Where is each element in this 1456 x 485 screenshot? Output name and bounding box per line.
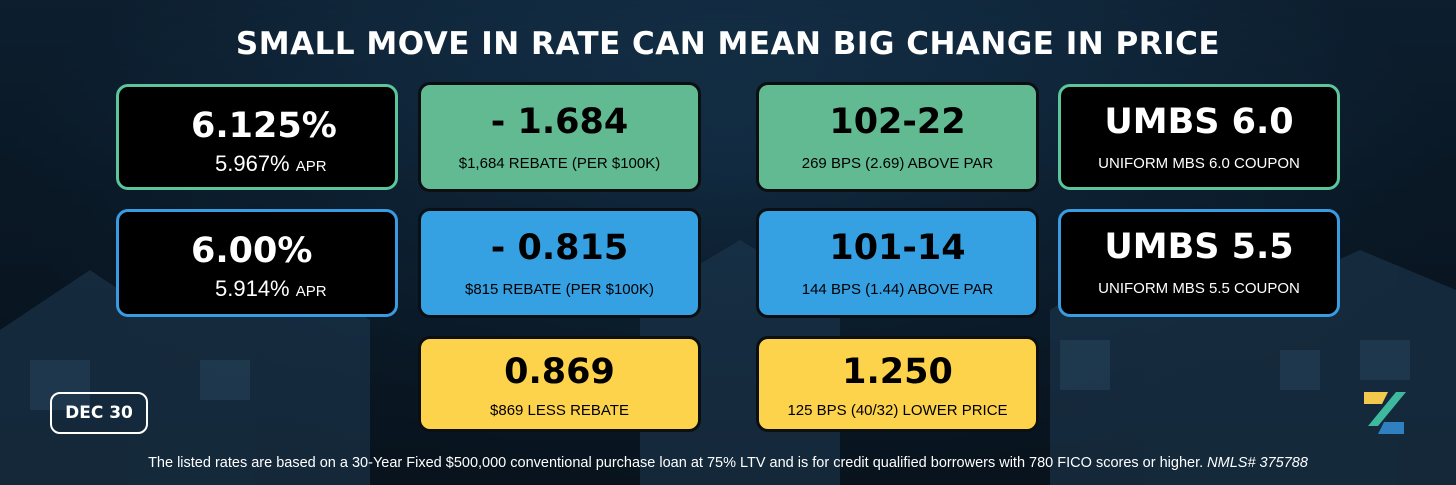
price-difference-value: 1.250 xyxy=(842,352,953,392)
rebate-value: - 1.684 xyxy=(490,102,629,142)
coupon-desc: UNIFORM MBS 6.0 COUPON xyxy=(1098,155,1300,172)
rebate-difference-card: 0.869 $869 LESS REBATE xyxy=(418,336,701,432)
apr-label: APR xyxy=(295,158,327,175)
price-card-row1: 102-22 269 BPS (2.69) ABOVE PAR xyxy=(756,82,1039,192)
rebate-desc: $1,684 REBATE (PER $100K) xyxy=(458,155,661,172)
rate-card-row1: 6.125% 5.967% APR xyxy=(116,84,398,190)
apr-line: 5.914% APR xyxy=(215,276,327,302)
price-desc: 269 BPS (2.69) ABOVE PAR xyxy=(801,155,994,172)
apr-value: 5.914% xyxy=(215,276,290,301)
coupon-value: UMBS 5.5 xyxy=(1104,227,1294,267)
rebate-difference-value: 0.869 xyxy=(504,352,615,392)
disclaimer: The listed rates are based on a 30-Year … xyxy=(0,455,1456,471)
rate-value: 6.125% xyxy=(191,106,337,146)
date-badge: DEC 30 xyxy=(50,392,148,434)
coupon-value: UMBS 6.0 xyxy=(1104,102,1294,142)
price-desc: 144 BPS (1.44) ABOVE PAR xyxy=(801,281,994,298)
rate-card-row2: 6.00% 5.914% APR xyxy=(116,209,398,317)
price-card-row2: 101-14 144 BPS (1.44) ABOVE PAR xyxy=(756,208,1039,318)
apr-value: 5.967% xyxy=(215,151,290,176)
rebate-difference-desc: $869 LESS REBATE xyxy=(490,402,629,419)
coupon-desc: UNIFORM MBS 5.5 COUPON xyxy=(1098,280,1300,297)
rebate-card-row1: - 1.684 $1,684 REBATE (PER $100K) xyxy=(418,82,701,192)
apr-label: APR xyxy=(295,283,327,300)
disclaimer-text: The listed rates are based on a 30-Year … xyxy=(148,455,1204,471)
coupon-card-row2: UMBS 5.5 UNIFORM MBS 5.5 COUPON xyxy=(1058,209,1340,317)
nmls-number: NMLS# 375788 xyxy=(1207,455,1308,471)
coupon-card-row1: UMBS 6.0 UNIFORM MBS 6.0 COUPON xyxy=(1058,84,1340,190)
rebate-desc: $815 REBATE (PER $100K) xyxy=(465,281,654,298)
page-title: SMALL MOVE IN RATE CAN MEAN BIG CHANGE I… xyxy=(235,26,1221,62)
rebate-value: - 0.815 xyxy=(490,228,629,268)
price-difference-desc: 125 BPS (40/32) LOWER PRICE xyxy=(787,402,1008,419)
price-value: 102-22 xyxy=(829,102,966,142)
price-difference-card: 1.250 125 BPS (40/32) LOWER PRICE xyxy=(756,336,1039,432)
brand-logo-icon xyxy=(1364,392,1406,434)
apr-line: 5.967% APR xyxy=(215,151,327,177)
rebate-card-row2: - 0.815 $815 REBATE (PER $100K) xyxy=(418,208,701,318)
price-value: 101-14 xyxy=(829,228,966,268)
rate-value: 6.00% xyxy=(191,231,313,271)
